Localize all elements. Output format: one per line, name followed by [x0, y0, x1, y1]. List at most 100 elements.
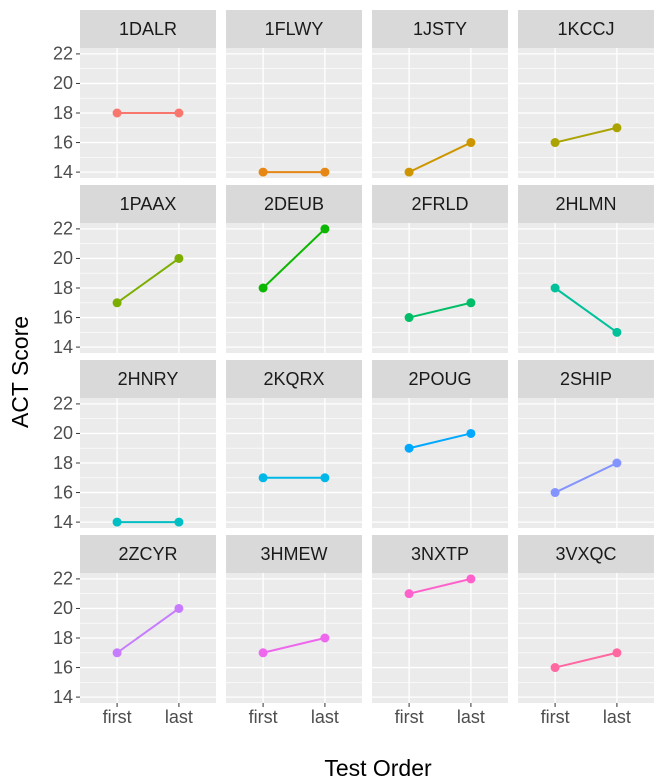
point: [466, 574, 476, 584]
point: [466, 428, 476, 438]
strip: [80, 185, 216, 223]
y-tick-label: 20: [53, 423, 73, 443]
point: [112, 648, 122, 658]
point: [612, 327, 622, 337]
y-tick-label: 14: [53, 512, 73, 532]
strip-label: 3VXQC: [555, 544, 616, 564]
y-tick-label: 14: [53, 687, 73, 707]
strip: [226, 10, 362, 48]
strip: [518, 185, 654, 223]
point: [612, 123, 622, 133]
line: [554, 287, 618, 334]
x-tick-label: first: [103, 707, 132, 727]
strip-label: 2FRLD: [411, 194, 468, 214]
x-tick-label: first: [541, 707, 570, 727]
point: [174, 517, 184, 527]
point: [174, 108, 184, 118]
point: [320, 224, 330, 234]
point: [404, 443, 414, 453]
strip: [518, 10, 654, 48]
strip: [80, 10, 216, 48]
point: [320, 473, 330, 483]
strip-label: 2HNRY: [118, 369, 179, 389]
line: [262, 228, 326, 289]
strip-label: 2HLMN: [555, 194, 616, 214]
point: [112, 108, 122, 118]
strip: [226, 535, 362, 573]
point: [258, 648, 268, 658]
point: [258, 473, 268, 483]
y-tick-label: 20: [53, 248, 73, 268]
y-tick-label: 22: [53, 394, 73, 414]
point: [550, 663, 560, 673]
strip: [372, 185, 508, 223]
strip: [372, 360, 508, 398]
line: [408, 301, 472, 319]
x-tick-label: last: [165, 707, 193, 727]
line: [554, 126, 618, 144]
y-tick-label: 20: [53, 73, 73, 93]
y-tick-label: 16: [53, 657, 73, 677]
line: [554, 651, 618, 669]
y-tick-label: 22: [53, 44, 73, 64]
strip: [372, 10, 508, 48]
point: [174, 253, 184, 263]
strip-label: 1KCCJ: [557, 19, 614, 39]
point: [404, 313, 414, 323]
strip-label: 2KQRX: [263, 369, 324, 389]
y-axis-title: ACT Score: [7, 316, 33, 428]
point: [550, 138, 560, 148]
point: [550, 283, 560, 293]
point: [174, 603, 184, 613]
point: [404, 589, 414, 599]
strip-label: 2SHIP: [560, 369, 612, 389]
point: [112, 517, 122, 527]
y-tick-label: 16: [53, 307, 73, 327]
y-tick-label: 22: [53, 219, 73, 239]
strip-label: 1JSTY: [413, 19, 467, 39]
point: [466, 298, 476, 308]
y-tick-label: 16: [53, 132, 73, 152]
point: [320, 167, 330, 177]
strip-label: 3NXTP: [411, 544, 469, 564]
strip: [226, 185, 362, 223]
strip: [80, 360, 216, 398]
strip: [226, 360, 362, 398]
line: [408, 141, 472, 173]
y-tick-label: 18: [53, 278, 73, 298]
strip: [80, 535, 216, 573]
y-tick-label: 18: [53, 628, 73, 648]
y-tick-label: 22: [53, 569, 73, 589]
line: [554, 462, 618, 494]
line: [408, 577, 472, 595]
x-tick-label: first: [395, 707, 424, 727]
strip: [372, 535, 508, 573]
point: [404, 167, 414, 177]
y-tick-label: 18: [53, 103, 73, 123]
strip-label: 2DEUB: [264, 194, 324, 214]
x-tick-label: first: [249, 707, 278, 727]
x-tick-label: last: [603, 707, 631, 727]
line: [408, 432, 472, 450]
strip: [518, 535, 654, 573]
y-tick-label: 18: [53, 453, 73, 473]
y-tick-label: 14: [53, 337, 73, 357]
y-tick-label: 20: [53, 598, 73, 618]
strip-label: 1FLWY: [265, 19, 324, 39]
point: [550, 488, 560, 498]
strip-label: 2ZCYR: [118, 544, 177, 564]
strip: [518, 360, 654, 398]
x-axis-title: Test Order: [324, 755, 432, 781]
x-tick-label: last: [311, 707, 339, 727]
line: [262, 637, 326, 654]
line: [116, 607, 180, 654]
point: [320, 633, 330, 643]
point: [112, 298, 122, 308]
strip-label: 3HMEW: [261, 544, 328, 564]
x-tick-label: last: [457, 707, 485, 727]
strip-label: 1PAAX: [120, 194, 177, 214]
point: [612, 458, 622, 468]
y-tick-label: 14: [53, 162, 73, 182]
point: [258, 167, 268, 177]
